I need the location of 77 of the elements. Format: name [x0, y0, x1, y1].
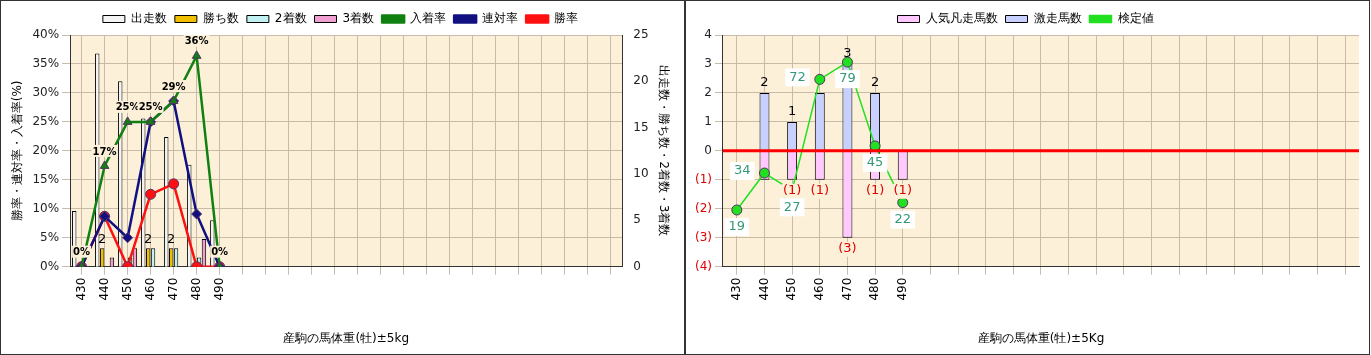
x-tick-label: 460 [811, 277, 826, 301]
data-label: 25% [138, 101, 163, 113]
y-tick-label: 25% [32, 114, 60, 129]
data-label: (1) [782, 181, 802, 197]
y-tick-label: 30% [32, 85, 60, 100]
y-tick-label: 10% [32, 200, 60, 215]
legend-label: 勝ち数 [202, 11, 239, 26]
y-tick-label: 0% [40, 258, 60, 273]
legend-label: 連対率 [482, 11, 519, 26]
x-tick-label: 490 [211, 277, 226, 301]
data-label: (1) [865, 181, 885, 197]
x-tick-label: 470 [839, 277, 854, 301]
x-tick-label: 460 [142, 277, 157, 301]
data-label: 22 [894, 210, 912, 226]
data-label: 2 [760, 73, 769, 89]
x-tick-label: 440 [756, 277, 771, 301]
y2-tick-label: 20 [633, 73, 649, 88]
x-tick-label: 470 [165, 277, 180, 301]
x-tick-label: 480 [188, 277, 203, 301]
y-tick-label: 15% [32, 171, 60, 186]
legend-label: 入着率 [410, 11, 447, 26]
legend-label: 出走数 [130, 11, 167, 26]
x-tick-label: 440 [96, 277, 111, 301]
data-label: 17% [92, 145, 117, 157]
data-label: 36% [184, 35, 209, 47]
y-tick-label: 4 [704, 27, 712, 42]
x-tick-label: 450 [119, 277, 134, 301]
y-tick-label: 35% [32, 56, 60, 71]
data-label: 1 [787, 102, 797, 118]
y-tick-label: 1 [704, 114, 712, 129]
data-label: 3 [843, 44, 852, 60]
data-label: (3) [838, 239, 857, 255]
y2-tick-label: 5 [633, 212, 641, 227]
y-tick-label: (3) [695, 229, 712, 244]
x-tick-label: 480 [867, 277, 882, 301]
y-tick-label: 5% [40, 229, 60, 244]
y-tick-label: 0 [704, 142, 712, 157]
y2-tick-label: 0 [633, 258, 641, 273]
legend-label: 3着数 [342, 11, 375, 26]
y-tick-label: 2 [704, 85, 712, 100]
data-label: 19 [728, 218, 746, 234]
y2-tick-label: 15 [633, 119, 649, 134]
y2-tick-label: 25 [633, 27, 649, 42]
y2-tick-label: 10 [633, 166, 649, 181]
x-tick-label: 430 [73, 277, 88, 301]
data-label: 79 [839, 70, 856, 86]
legend-label: 激走馬数 [1033, 11, 1082, 26]
y-axis-title: 勝率・連対率・入着率(%) [10, 80, 25, 222]
legend-label: 勝率 [554, 11, 579, 26]
legend-label: 人気凡走馬数 [925, 11, 998, 26]
y-tick-label: 40% [32, 27, 60, 42]
data-label: 2 [144, 231, 153, 247]
y-tick-label: (1) [695, 171, 712, 186]
data-label: 2 [167, 231, 176, 247]
data-label: 27 [783, 198, 801, 214]
y-tick-label: 20% [32, 142, 60, 157]
data-label: 45 [866, 154, 884, 170]
x-tick-label: 450 [784, 277, 799, 301]
data-label: 29% [161, 80, 186, 92]
data-label: 2 [870, 73, 880, 89]
y-tick-label: (2) [695, 200, 712, 215]
y-tick-label: (4) [695, 258, 712, 273]
y-tick-label: 3 [704, 56, 712, 71]
data-label: (1) [893, 181, 912, 197]
data-label: 72 [789, 68, 806, 84]
data-label: 0% [211, 246, 229, 258]
data-label: 2 [98, 231, 107, 247]
data-label: 34 [733, 162, 751, 178]
legend-label: 2着数 [274, 11, 307, 26]
x-tick-label: 430 [728, 277, 743, 301]
x-axis-title: 産駒の馬体重(牡)±5Kg [977, 330, 1105, 345]
data-label: 0% [73, 246, 91, 258]
legend-label: 検定値 [1117, 11, 1154, 26]
data-label: (1) [810, 181, 829, 197]
x-tick-label: 490 [894, 277, 909, 301]
y2-axis-title: 出走数・勝ち数・2着数・3着数 [656, 65, 671, 237]
x-axis-title: 産駒の馬体重(牡)±5kg [283, 330, 410, 345]
